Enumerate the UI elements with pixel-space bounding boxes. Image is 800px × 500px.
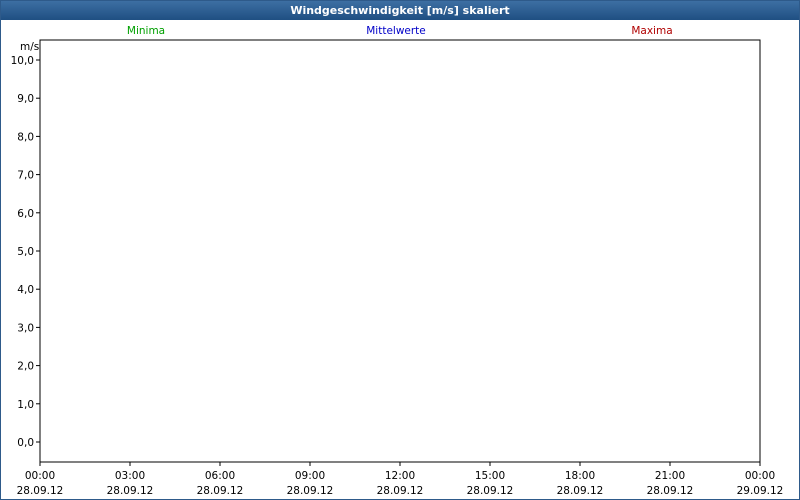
x-tick-time: 03:00 <box>115 470 145 482</box>
y-tick-label: 4,0 <box>17 284 34 296</box>
x-tick-date: 28.09.12 <box>377 485 424 497</box>
x-tick-date: 28.09.12 <box>107 485 154 497</box>
y-tick-label: 0,0 <box>17 437 34 449</box>
y-tick-label: 2,0 <box>17 361 34 373</box>
x-tick-date: 28.09.12 <box>467 485 514 497</box>
y-tick-label: 8,0 <box>17 131 34 143</box>
legend-minima: Minima <box>127 25 165 37</box>
x-tick-date: 29.09.12 <box>737 485 784 497</box>
x-tick-time: 00:00 <box>25 470 55 482</box>
y-tick-label: 7,0 <box>17 170 34 182</box>
y-unit-label: m/s <box>20 41 39 53</box>
x-tick-time: 00:00 <box>745 470 775 482</box>
y-tick-label: 1,0 <box>17 399 34 411</box>
x-tick-date: 28.09.12 <box>557 485 604 497</box>
x-tick-date: 28.09.12 <box>17 485 64 497</box>
legend-maxima: Maxima <box>631 25 672 37</box>
y-tick-label: 10,0 <box>11 55 34 67</box>
y-tick-label: 9,0 <box>17 93 34 105</box>
chart-title: Windgeschwindigkeit [m/s] skaliert <box>1 1 799 20</box>
x-tick-time: 06:00 <box>205 470 235 482</box>
x-tick-time: 21:00 <box>655 470 685 482</box>
x-tick-time: 12:00 <box>385 470 415 482</box>
x-tick-date: 28.09.12 <box>287 485 334 497</box>
y-tick-label: 6,0 <box>17 208 34 220</box>
legend-mittelwerte: Mittelwerte <box>366 25 426 37</box>
x-tick-date: 28.09.12 <box>197 485 244 497</box>
x-tick-time: 18:00 <box>565 470 595 482</box>
y-tick-label: 5,0 <box>17 246 34 258</box>
x-tick-time: 15:00 <box>475 470 505 482</box>
y-tick-label: 3,0 <box>17 322 34 334</box>
x-tick-date: 28.09.12 <box>647 485 694 497</box>
x-tick-time: 09:00 <box>295 470 325 482</box>
plot-area <box>39 39 761 463</box>
